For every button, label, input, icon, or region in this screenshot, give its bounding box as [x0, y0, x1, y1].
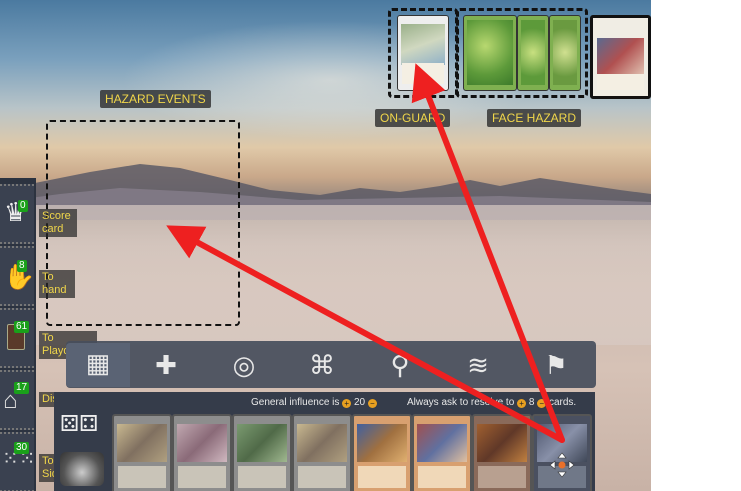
card-text [358, 466, 406, 488]
medkit-tab[interactable]: ✚ [146, 345, 186, 385]
on-guard-card[interactable] [397, 15, 449, 91]
checkered-flag-icon: ⚑ [544, 350, 568, 380]
medkit-icon: ✚ [155, 350, 177, 380]
sideboard-disc [60, 452, 104, 486]
game-table: HAZARD EVENTS ON-GUARD FACE HAZARD ♛ 0 [0, 0, 651, 491]
site-card-3[interactable] [549, 15, 581, 91]
on-guard-dropzone[interactable] [388, 8, 458, 98]
card-art [237, 424, 287, 462]
face-hazard-label: FACE HAZARD [487, 109, 582, 127]
card-text [478, 466, 526, 488]
hand-card-4[interactable] [292, 414, 352, 491]
decrease-influence-button[interactable]: − [367, 399, 377, 408]
hand-card-2[interactable] [172, 414, 232, 491]
card-art [417, 424, 467, 462]
hand-card-7[interactable] [472, 414, 532, 491]
hand-card-1[interactable] [112, 414, 172, 491]
decrease-resolve-button[interactable]: − [537, 399, 547, 408]
score-card-label: Score card [39, 209, 77, 237]
card-art [597, 38, 644, 74]
finish-tab[interactable]: ⚑ [536, 345, 576, 385]
to-hand-label: To hand [39, 270, 75, 298]
card-text [298, 466, 346, 488]
playdeck-pile[interactable]: 61 [0, 308, 34, 368]
card-art [467, 20, 513, 86]
card-art [521, 20, 545, 86]
hand-card-3[interactable] [232, 414, 292, 491]
location-pin-icon: ⚲ [390, 350, 410, 380]
hand-tab[interactable]: ▦ [66, 343, 130, 387]
resolve-info: Always ask to resolve to + 8 − cards. [407, 397, 576, 409]
map-tab[interactable]: ⌘ [302, 345, 342, 385]
card-text [178, 466, 226, 488]
stack-icon: ≋ [467, 350, 489, 380]
hand-card-5[interactable] [352, 414, 412, 491]
sideboard-pile[interactable]: ⁙⁙ 30 [0, 432, 36, 491]
card-art [553, 20, 577, 86]
card-art [297, 424, 347, 462]
site-card-1[interactable] [463, 15, 517, 91]
card-art [477, 424, 527, 462]
influence-label: General influence is [251, 397, 340, 408]
card-art [177, 424, 227, 462]
playdeck-count-badge: 61 [14, 321, 30, 333]
on-guard-label: ON-GUARD [375, 109, 451, 127]
hand-card-6[interactable] [412, 414, 472, 491]
increase-influence-button[interactable]: + [342, 399, 352, 408]
card-text [597, 74, 644, 90]
stack-tab[interactable]: ≋ [458, 345, 498, 385]
sideboard-count-badge: 30 [14, 442, 30, 454]
hand-count-badge: 8 [17, 260, 27, 272]
increase-resolve-button[interactable]: + [517, 399, 527, 408]
card-art [357, 424, 407, 462]
dice-icon[interactable]: ⚄⚃ [60, 411, 99, 436]
card-text [238, 466, 286, 488]
site-card-2[interactable] [517, 15, 549, 91]
tray-icon: ⌂ [3, 387, 18, 414]
move-handle-icon[interactable] [549, 452, 575, 478]
score-pile[interactable]: ♛ 0 [0, 184, 34, 244]
card-text [418, 466, 466, 488]
face-hazard-dropzone[interactable] [456, 8, 588, 98]
hand-pile[interactable]: ✋ 8 [0, 246, 35, 306]
influence-info: General influence is + 20 − [251, 397, 377, 409]
target-tab[interactable]: ◎ [224, 345, 264, 385]
target-icon: ◎ [232, 350, 256, 380]
resolve-value: 8 [528, 397, 535, 408]
resolve-label: Always ask to resolve to [407, 397, 515, 408]
card-art [117, 424, 167, 462]
discard-count-badge: 17 [14, 382, 30, 394]
influence-value: 20 [353, 397, 366, 408]
hazard-events-label: HAZARD EVENTS [100, 90, 211, 108]
map-icon: ⌘ [309, 350, 335, 380]
location-tab[interactable]: ⚲ [380, 345, 420, 385]
discard-pile[interactable]: ⌂ 17 [0, 370, 34, 430]
cards-grid-icon: ▦ [85, 348, 111, 378]
score-count-badge: 0 [18, 200, 28, 212]
resolve-label-cards: cards. [548, 397, 577, 408]
card-text [402, 63, 444, 84]
company-card[interactable] [590, 15, 651, 99]
card-art [401, 24, 445, 65]
card-text [118, 466, 166, 488]
pile-sidebar: ♛ 0 ✋ 8 61 ⌂ 17 ⁙⁙ 30 [0, 178, 36, 491]
hand-tab-bar: ▦ ✚ ◎ ⌘ ⚲ ≋ ⚑ [66, 341, 596, 388]
